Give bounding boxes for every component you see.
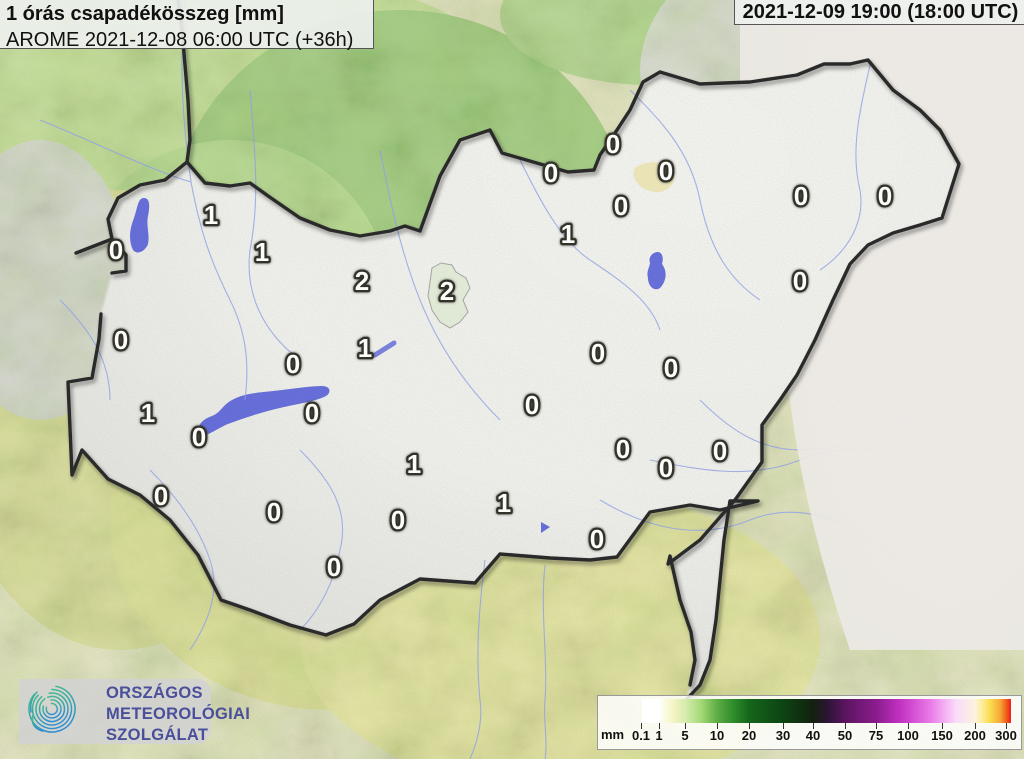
svg-text:0: 0 [713, 436, 727, 466]
svg-text:0: 0 [305, 398, 319, 428]
svg-text:0: 0 [659, 156, 673, 186]
svg-text:0: 0 [664, 353, 678, 383]
svg-text:0: 0 [878, 181, 892, 211]
svg-text:1: 1 [204, 200, 218, 230]
svg-text:0: 0 [793, 266, 807, 296]
svg-text:1: 1 [255, 237, 269, 267]
svg-text:1: 1 [497, 488, 511, 518]
svg-text:0: 0 [544, 158, 558, 188]
svg-text:0: 0 [267, 497, 281, 527]
svg-text:0: 0 [659, 453, 673, 483]
svg-text:2: 2 [440, 276, 454, 306]
svg-text:0: 0 [616, 434, 630, 464]
svg-text:1: 1 [358, 333, 372, 363]
svg-text:2: 2 [355, 266, 369, 296]
svg-text:0: 0 [286, 349, 300, 379]
svg-text:0: 0 [114, 325, 128, 355]
svg-text:0: 0 [614, 191, 628, 221]
svg-text:0: 0 [606, 129, 620, 159]
svg-text:0: 0 [525, 390, 539, 420]
svg-text:0: 0 [327, 552, 341, 582]
svg-text:0: 0 [154, 481, 168, 511]
svg-text:0: 0 [591, 338, 605, 368]
svg-text:0: 0 [192, 422, 206, 452]
svg-text:1: 1 [407, 449, 421, 479]
svg-text:0: 0 [590, 524, 604, 554]
svg-text:0: 0 [794, 181, 808, 211]
svg-text:1: 1 [141, 398, 155, 428]
svg-text:0: 0 [391, 505, 405, 535]
svg-text:0: 0 [109, 235, 123, 265]
svg-text:1: 1 [561, 219, 575, 249]
